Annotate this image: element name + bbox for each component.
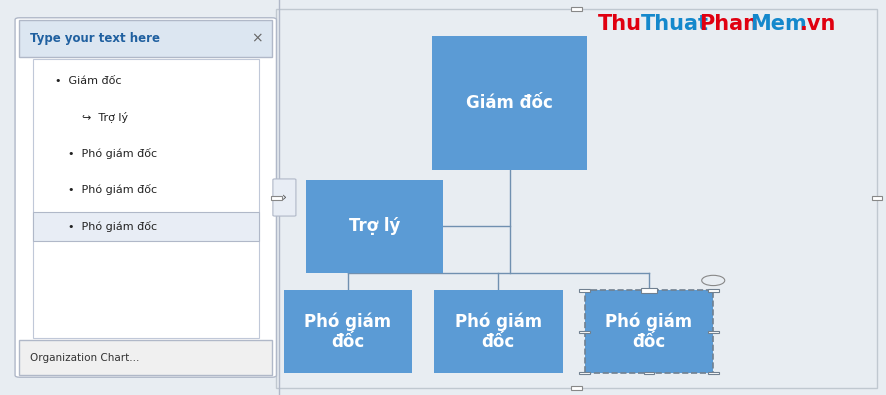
Bar xyxy=(708,289,719,292)
Bar xyxy=(571,7,582,11)
Bar xyxy=(432,36,587,170)
FancyBboxPatch shape xyxy=(19,340,272,375)
FancyBboxPatch shape xyxy=(33,212,259,241)
Text: •  Phó giám đốc: • Phó giám đốc xyxy=(68,184,158,196)
Bar xyxy=(708,372,719,374)
FancyBboxPatch shape xyxy=(33,59,259,338)
Bar xyxy=(434,290,563,373)
Text: Organization Chart...: Organization Chart... xyxy=(30,353,139,363)
Text: Thuat: Thuat xyxy=(641,14,709,34)
Text: ↪  Trợ lý: ↪ Trợ lý xyxy=(82,112,128,123)
FancyBboxPatch shape xyxy=(15,18,276,377)
Text: .vn: .vn xyxy=(800,14,836,34)
Bar xyxy=(585,290,713,373)
Bar xyxy=(585,290,713,373)
Text: ×: × xyxy=(252,32,263,45)
Bar xyxy=(306,180,443,273)
Bar xyxy=(271,196,282,200)
FancyBboxPatch shape xyxy=(19,20,272,57)
Bar xyxy=(643,372,655,374)
Text: Phan: Phan xyxy=(699,14,758,34)
FancyBboxPatch shape xyxy=(273,179,296,216)
Bar xyxy=(284,290,412,373)
Text: Mem: Mem xyxy=(750,14,807,34)
Text: Phó giám
đốc: Phó giám đốc xyxy=(455,312,542,352)
Text: •  Phó giám đốc: • Phó giám đốc xyxy=(68,221,158,232)
Bar xyxy=(641,288,657,293)
Bar xyxy=(571,386,582,390)
Text: •  Giám đốc: • Giám đốc xyxy=(55,76,121,86)
Bar xyxy=(579,331,590,333)
Text: Thu: Thu xyxy=(598,14,642,34)
Text: Giám đốc: Giám đốc xyxy=(466,94,554,112)
Bar xyxy=(872,196,882,200)
Text: Phó giám
đốc: Phó giám đốc xyxy=(605,312,693,352)
Text: •  Phó giám đốc: • Phó giám đốc xyxy=(68,148,158,159)
Bar xyxy=(579,289,590,292)
Bar xyxy=(579,372,590,374)
Text: Phó giám
đốc: Phó giám đốc xyxy=(304,312,392,352)
Text: ›: › xyxy=(282,191,287,204)
Bar xyxy=(708,331,719,333)
Text: Type your text here: Type your text here xyxy=(30,32,160,45)
Text: Trợ lý: Trợ lý xyxy=(349,217,400,235)
Bar xyxy=(643,289,655,292)
